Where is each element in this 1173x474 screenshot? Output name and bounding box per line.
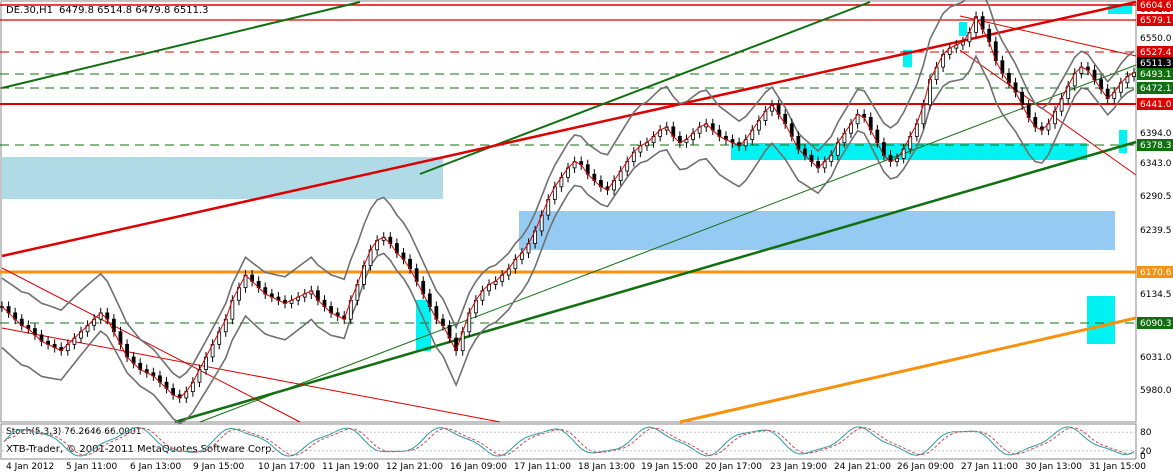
price-tick-label: 6394.0 xyxy=(1140,129,1172,139)
time-axis: 4 Jan 2012 5 Jan 11:00 6 Jan 13:00 9 Jan 15… xyxy=(6,462,1146,472)
zone-cyan-top-c xyxy=(1108,4,1132,14)
main-pane-frame xyxy=(0,0,1137,423)
price-level-tag xyxy=(1137,266,1173,278)
time-tick-label: 19 Jan 15:00 xyxy=(641,462,698,472)
price-tick-label: 6343.0 xyxy=(1140,159,1172,169)
price-level-tag xyxy=(1137,14,1173,26)
price-level-tag xyxy=(1137,0,1173,11)
price-level-tag xyxy=(1137,317,1173,329)
price-level-value: 6511.3 xyxy=(1140,59,1172,69)
price-level-tag xyxy=(1137,68,1173,80)
price-level-value: 6090.3 xyxy=(1140,319,1172,329)
stoch-signal-line xyxy=(3,427,1135,456)
stoch-axis: 80 200 xyxy=(1140,428,1152,462)
price-level-tag xyxy=(1137,98,1173,110)
stoch-pane-frame xyxy=(0,423,1137,460)
price-level-value: 6493.1 xyxy=(1140,70,1172,80)
price-tick-label: 6290.5 xyxy=(1140,192,1172,202)
zone-cyan-top-a xyxy=(903,50,912,67)
time-tick-label: 31 Jan 15:00 xyxy=(1089,462,1146,472)
price-level-tag xyxy=(1137,57,1173,69)
price-series xyxy=(0,11,1136,403)
time-tick-label: 12 Jan 21:00 xyxy=(386,462,443,472)
price-tick-label: 6239.5 xyxy=(1140,226,1172,236)
symbol-header: DE.30,H1 6479.8 6514.8 6479.8 6511.3 xyxy=(6,5,208,16)
lower-band xyxy=(1,54,1135,425)
price-level-value: 6604.6 xyxy=(1140,1,1172,11)
price-level-tag xyxy=(1137,82,1173,94)
stoch-label: Stoch(5,3,3) 76.2646 66.0001 xyxy=(6,427,141,437)
zone-cyan-small xyxy=(1119,130,1127,153)
zone-cyan-right xyxy=(1087,296,1115,344)
stoch-tick-label: 0 xyxy=(1140,452,1146,462)
price-axis: 6601.56550.06394.06343.06290.56239.56134… xyxy=(1137,0,1173,396)
time-tick-label: 9 Jan 15:00 xyxy=(193,462,245,472)
time-tick-label: 17 Jan 11:00 xyxy=(514,462,571,472)
stochastic-lines xyxy=(2,426,1135,457)
bollinger-bands xyxy=(1,0,1135,425)
price-tick-label: 5980.0 xyxy=(1140,386,1172,396)
price-level-value: 6527.4 xyxy=(1140,48,1172,58)
time-tick-label: 27 Jan 11:00 xyxy=(961,462,1018,472)
stoch-tick-label: 80 xyxy=(1140,428,1152,438)
price-level-tag xyxy=(1137,46,1173,58)
time-tick-label: 11 Jan 19:00 xyxy=(322,462,379,472)
price-level-value: 6170.6 xyxy=(1140,268,1172,278)
time-tick-label: 20 Jan 17:00 xyxy=(705,462,762,472)
time-tick-label: 30 Jan 13:00 xyxy=(1025,462,1082,472)
price-level-tag xyxy=(1137,139,1173,151)
price-line xyxy=(1,15,1135,399)
price-level-value: 6579.1 xyxy=(1140,16,1172,26)
stoch-tick-label: 20 xyxy=(1140,447,1152,457)
time-tick-label: 10 Jan 17:00 xyxy=(258,462,315,472)
trend-channels xyxy=(1,0,1137,424)
watermark-text: XTB-Trader, © 2001-2011 MetaQuotes Softw… xyxy=(6,444,275,455)
price-tick-label: 6550.0 xyxy=(1140,34,1172,44)
price-level-value: 6378.3 xyxy=(1140,141,1172,151)
zones xyxy=(2,4,1132,351)
zone-cyan-top-b xyxy=(959,22,967,36)
price-level-value: 6441.0 xyxy=(1140,100,1172,110)
zone-steel-left xyxy=(2,157,443,199)
time-tick-label: 24 Jan 21:00 xyxy=(834,462,891,472)
time-tick-label: 4 Jan 2012 xyxy=(6,462,54,472)
time-tick-label: 23 Jan 19:00 xyxy=(770,462,827,472)
time-tick-label: 5 Jan 11:00 xyxy=(66,462,118,472)
price-tick-label: 6031.0 xyxy=(1140,353,1172,363)
time-tick-label: 18 Jan 13:00 xyxy=(578,462,635,472)
time-tick-label: 6 Jan 13:00 xyxy=(130,462,182,472)
zone-blue-mid xyxy=(519,211,1115,250)
time-tick-label: 26 Jan 09:00 xyxy=(897,462,954,472)
price-level-value: 6472.1 xyxy=(1140,84,1172,94)
horizontal-levels xyxy=(0,4,1136,324)
price-tick-label: 6134.5 xyxy=(1140,290,1172,300)
time-tick-label: 16 Jan 09:00 xyxy=(450,462,507,472)
upper-band xyxy=(1,0,1135,379)
